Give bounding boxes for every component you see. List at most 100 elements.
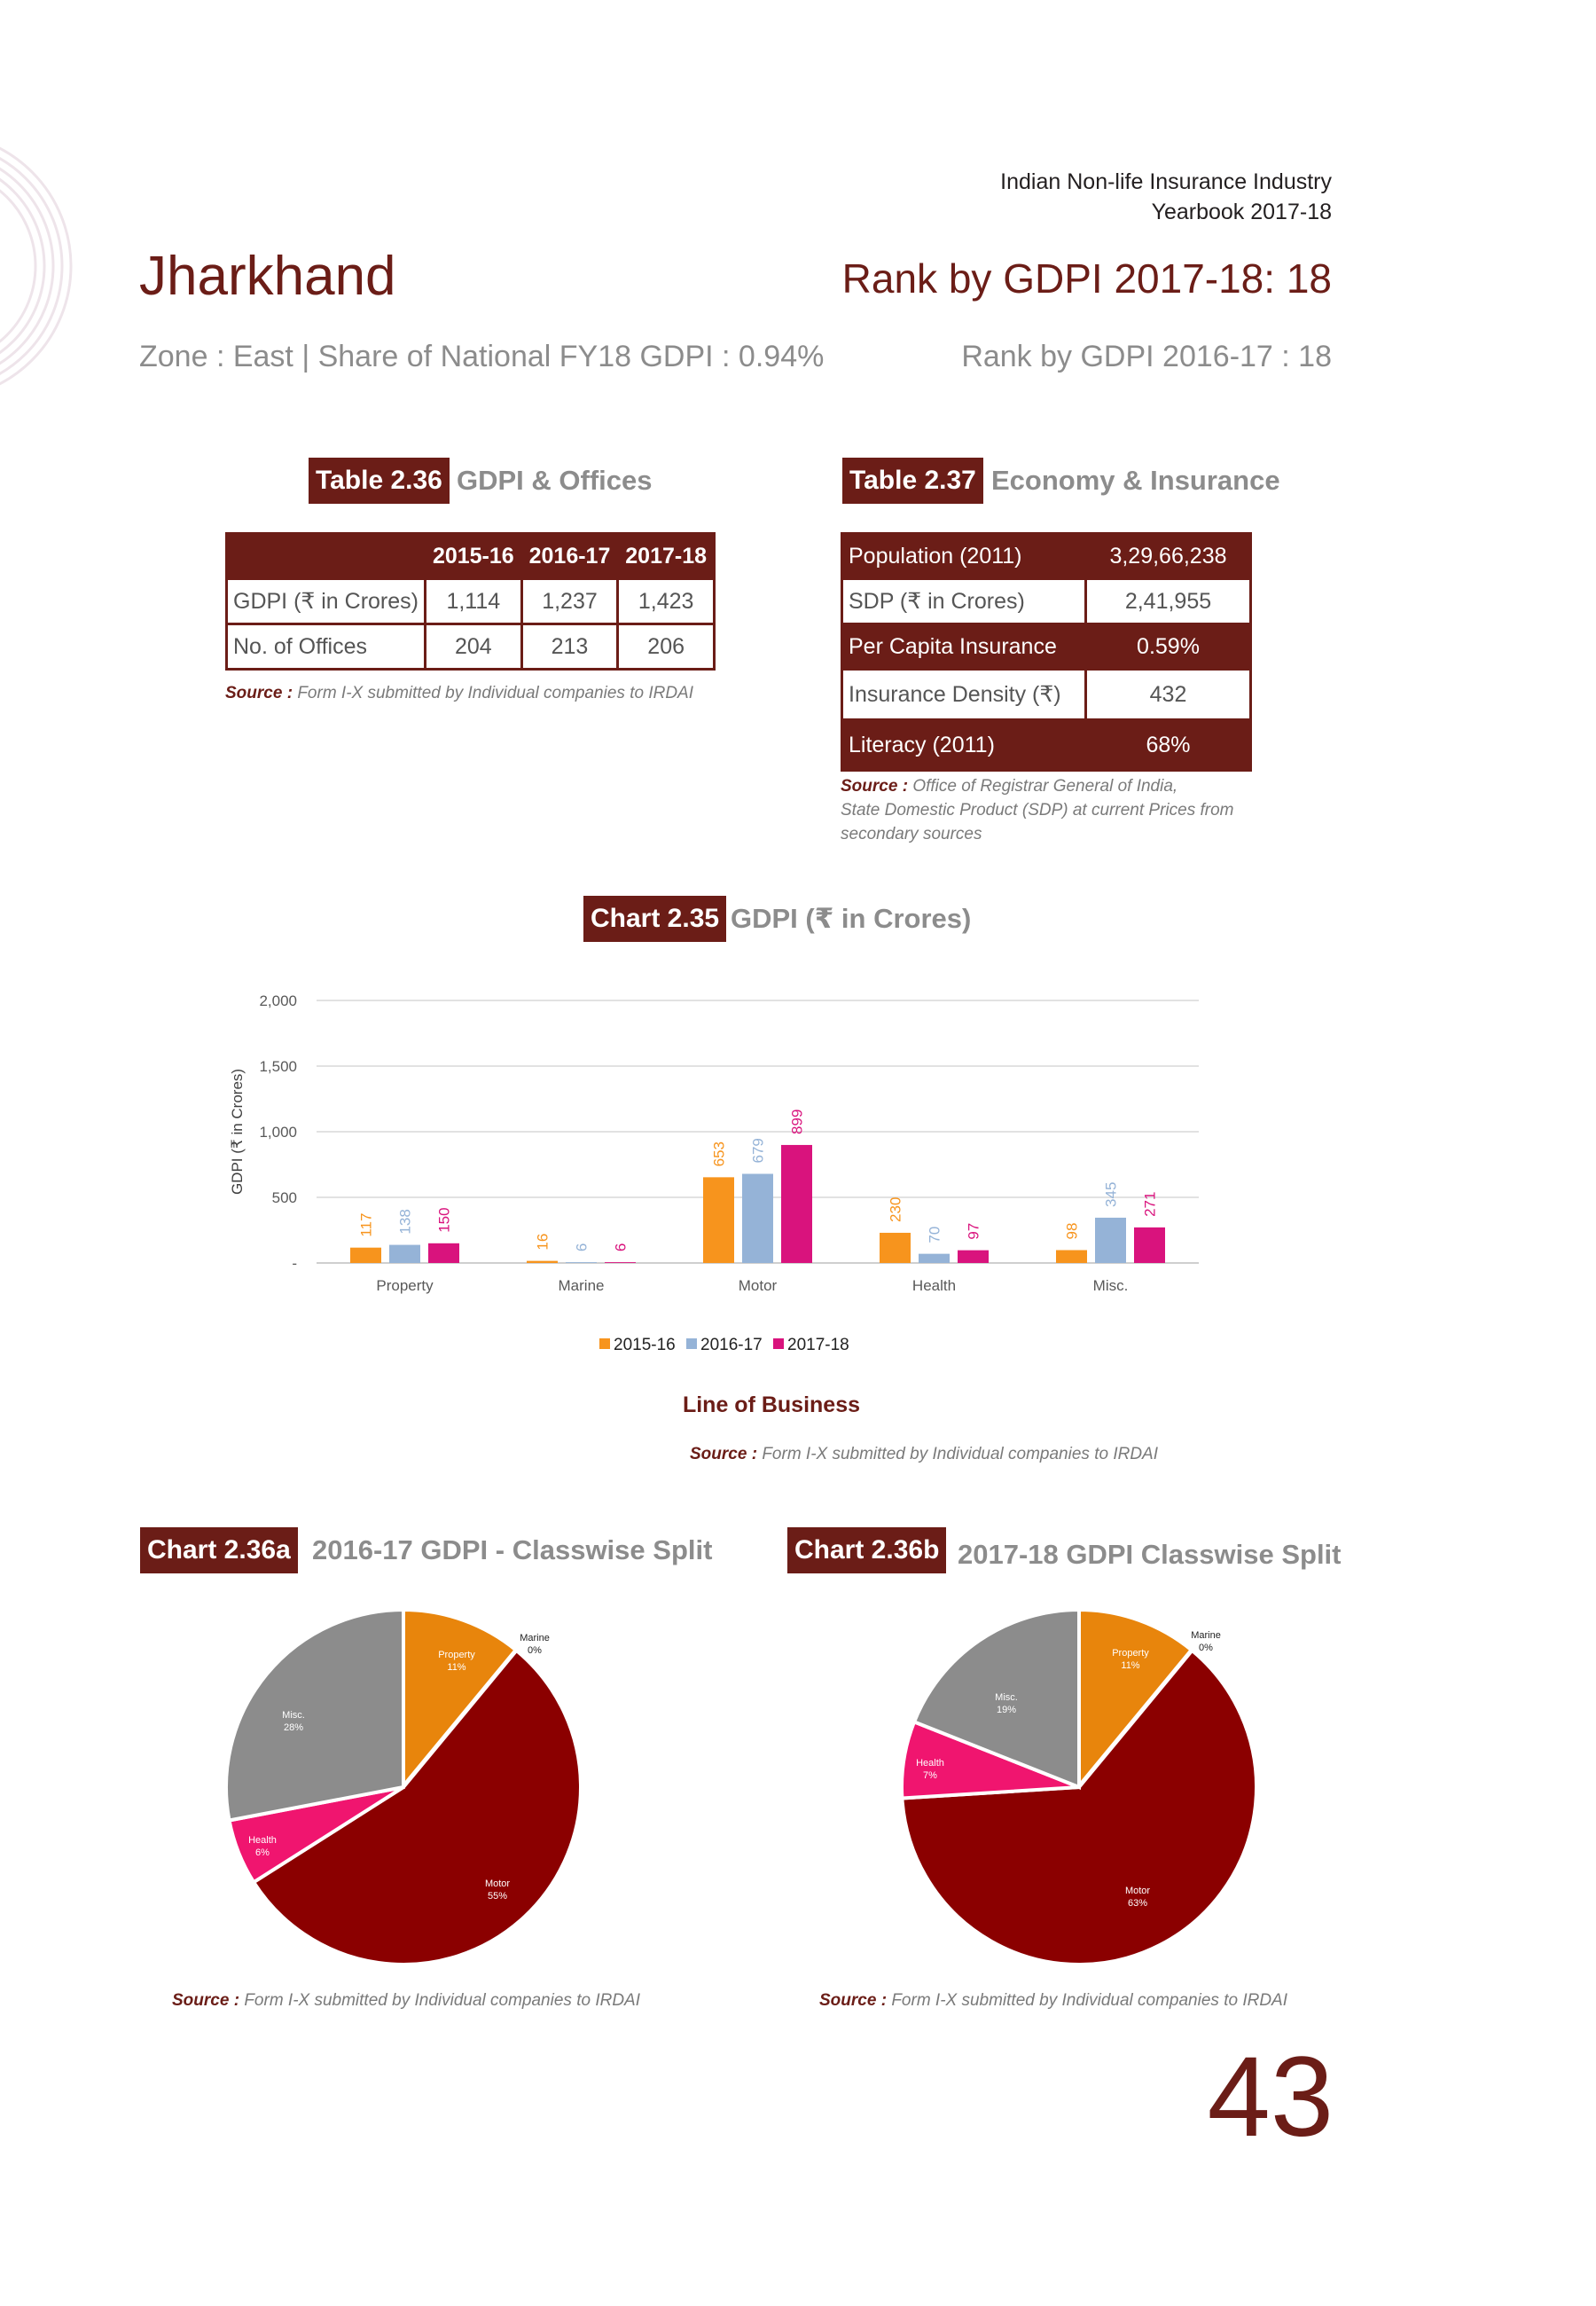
chart-235-title: GDPI (₹ in Crores) xyxy=(731,903,972,934)
data-label: 345 xyxy=(1103,1182,1120,1207)
rank-current: Rank by GDPI 2017-18: 18 xyxy=(841,255,1332,302)
x-tick-label: Property xyxy=(376,1277,434,1294)
slice-value-label: 7% xyxy=(923,1770,937,1781)
y-tick-label: 2,000 xyxy=(259,992,297,1009)
data-label: 6 xyxy=(574,1243,591,1251)
data-label: 271 xyxy=(1142,1192,1159,1217)
row-label: Insurance Density (₹) xyxy=(841,668,1087,721)
x-tick-label: Motor xyxy=(739,1277,778,1294)
x-tick-label: Health xyxy=(912,1277,956,1294)
bar xyxy=(781,1144,812,1263)
table-cell: 204 xyxy=(423,623,523,671)
row-label: Literacy (2011) xyxy=(841,718,1087,772)
slice-name-label: Health xyxy=(916,1758,944,1769)
table-cell: 1,114 xyxy=(423,577,523,625)
bar xyxy=(350,1247,381,1263)
table-header-row: 2015-16 2016-17 2017-18 xyxy=(225,532,716,580)
bar xyxy=(566,1262,597,1263)
bar xyxy=(389,1244,420,1263)
data-label: 138 xyxy=(397,1209,414,1234)
source-text: Form I-X submitted by Individual compani… xyxy=(244,1991,640,2010)
data-label: 98 xyxy=(1064,1223,1081,1240)
pie-slice xyxy=(1077,1607,1195,1792)
pie-slice xyxy=(911,1607,1081,1790)
table-cell: 0.59% xyxy=(1084,623,1252,671)
slice-value-label: 63% xyxy=(1128,1898,1147,1909)
table-cell: 213 xyxy=(520,623,620,671)
row-label: GDPI (₹ in Crores) xyxy=(225,577,426,625)
slice-name-label: Property xyxy=(1112,1648,1149,1659)
bar xyxy=(527,1260,558,1263)
x-tick-label: Marine xyxy=(559,1277,605,1294)
y-tick-label: - xyxy=(292,1255,297,1272)
slice-value-label: 6% xyxy=(255,1847,270,1858)
table-cell: 1,237 xyxy=(520,577,620,625)
pie-slice xyxy=(402,1607,520,1792)
row-label: No. of Offices xyxy=(225,623,426,671)
table-row: Insurance Density (₹) 432 xyxy=(841,668,1252,721)
slice-name-label: Marine xyxy=(520,1633,550,1643)
page-number: 43 xyxy=(1207,2034,1334,2161)
legend-swatch xyxy=(599,1338,610,1349)
slice-name-label: Motor xyxy=(485,1879,510,1889)
source-label: Source : xyxy=(841,777,909,796)
source-text: Form I-X submitted by Individual compani… xyxy=(762,1445,1158,1463)
year-header: 2017-18 xyxy=(616,532,716,580)
row-label: Per Capita Insurance xyxy=(841,623,1087,671)
source-text: State Domestic Product (SDP) at current … xyxy=(841,801,1234,820)
chart-236b-tag: Chart 2.36b xyxy=(787,1527,947,1573)
slice-name-label: Misc. xyxy=(282,1710,305,1721)
x-tick-label: Misc. xyxy=(1093,1277,1129,1294)
chart-236a-tag: Chart 2.36a xyxy=(140,1527,298,1573)
slice-name-label: Health xyxy=(248,1835,277,1846)
source-text: secondary sources xyxy=(841,825,982,843)
table-row: Population (2011) 3,29,66,238 xyxy=(841,532,1252,580)
bar xyxy=(428,1243,459,1263)
gdpi-offices-table: 2015-16 2016-17 2017-18 GDPI (₹ in Crore… xyxy=(225,532,716,671)
y-axis-label: GDPI (₹ in Crores) xyxy=(229,1069,246,1195)
header-line1: Indian Non-life Insurance Industry xyxy=(1000,169,1332,194)
table-237-source: Source : Office of Registrar General of … xyxy=(841,774,1233,846)
slice-value-label: 11% xyxy=(1121,1660,1139,1671)
table-cell: 432 xyxy=(1084,668,1252,721)
table-237-tag: Table 2.37 xyxy=(842,458,983,504)
data-label: 97 xyxy=(966,1223,982,1240)
chart-235-source: Source : Form I-X submitted by Individua… xyxy=(690,1442,1158,1466)
row-label: SDP (₹ in Crores) xyxy=(841,577,1087,625)
bar xyxy=(880,1232,911,1263)
chart-236b-source: Source : Form I-X submitted by Individua… xyxy=(819,1988,1287,2012)
zone-line: Zone : East | Share of National FY18 GDP… xyxy=(139,340,825,373)
slice-value-label: 11% xyxy=(447,1662,466,1673)
table-236-source: Source : Form I-X submitted by Individua… xyxy=(225,681,693,705)
slice-name-label: Misc. xyxy=(995,1692,1018,1703)
y-tick-label: 1,000 xyxy=(259,1124,297,1141)
source-label: Source : xyxy=(690,1445,758,1463)
slice-value-label: 28% xyxy=(284,1722,303,1733)
year-header: 2016-17 xyxy=(520,532,620,580)
pie-slice xyxy=(224,1607,405,1823)
legend-label: 2017-18 xyxy=(787,1336,849,1354)
legend-label: 2015-16 xyxy=(614,1336,676,1354)
bar xyxy=(919,1253,950,1263)
year-header: 2015-16 xyxy=(423,532,523,580)
slice-value-label: 0% xyxy=(528,1645,542,1656)
decorative-arcs xyxy=(0,146,73,386)
table-cell: 1,423 xyxy=(616,577,716,625)
table-cell: 2,41,955 xyxy=(1084,577,1252,625)
table-cell: 68% xyxy=(1084,718,1252,772)
data-label: 16 xyxy=(535,1234,552,1251)
chart-236a-source: Source : Form I-X submitted by Individua… xyxy=(172,1988,640,2012)
gdpi-bar-chart: - 500 1,000 1,500 2,000 GDPI (₹ in Crores) Pro… xyxy=(229,992,1199,1417)
source-label: Source : xyxy=(819,1991,888,2010)
table-row: No. of Offices 204 213 206 xyxy=(225,623,716,671)
source-text: Form I-X submitted by Individual compani… xyxy=(891,1991,1287,2010)
source-text: Office of Registrar General of India, xyxy=(912,777,1178,796)
chart-236b-title: 2017-18 GDPI Classwise Split xyxy=(958,1539,1342,1570)
chart-236a-title: 2016-17 GDPI - Classwise Split xyxy=(312,1534,713,1565)
bar xyxy=(742,1173,773,1263)
bar xyxy=(703,1177,734,1263)
data-label: 117 xyxy=(358,1213,375,1237)
table-row: SDP (₹ in Crores) 2,41,955 xyxy=(841,577,1252,625)
table-cell: 3,29,66,238 xyxy=(1084,532,1252,580)
